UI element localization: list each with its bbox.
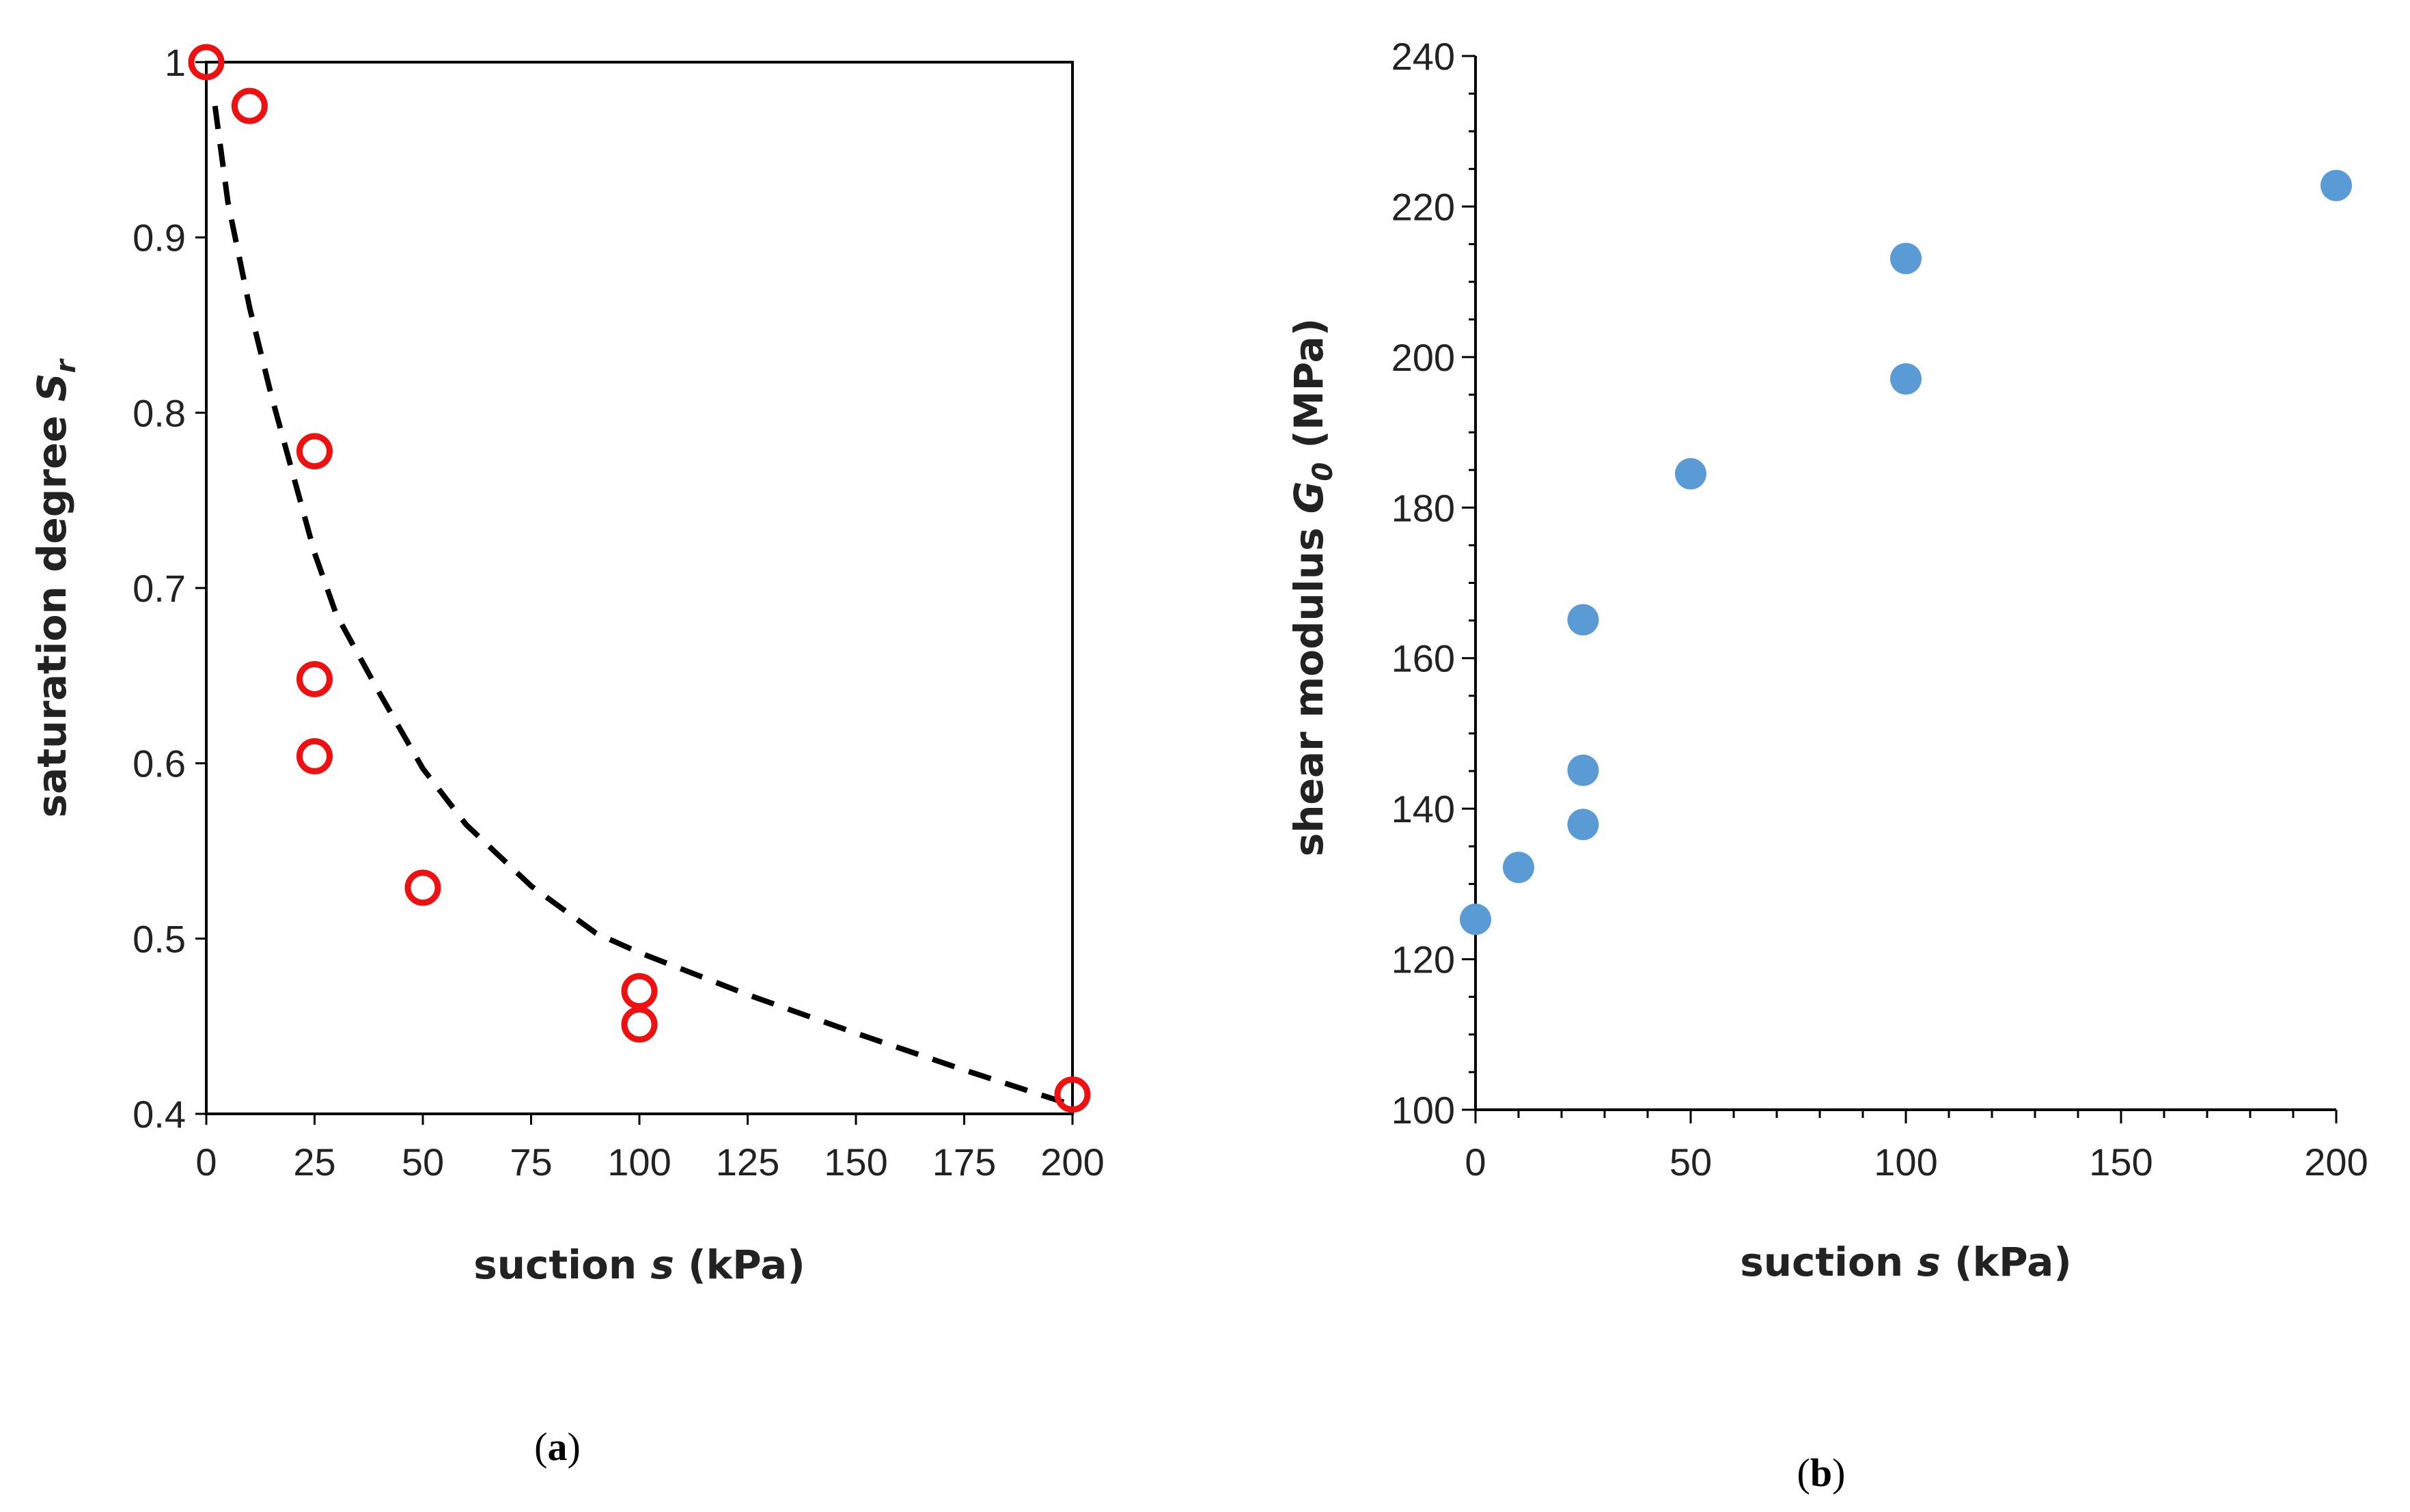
chart-a-data-point xyxy=(188,44,225,81)
chart-a-data-point xyxy=(296,738,333,774)
chart-b-data-point xyxy=(1567,809,1599,841)
chart-a: 0.4 0.5 0.6 0.7 0.8 0.9 1 0 25 50 75 100 125 150 175 2… xyxy=(29,41,1105,1469)
chart-a-y-axis-label: saturation degree Sr xyxy=(29,358,82,817)
chart-b-x-tick-label: 0 xyxy=(1465,1140,1486,1184)
chart-b-x-label-prefix: suction xyxy=(1740,1239,1917,1285)
chart-b-data-point xyxy=(1890,363,1922,395)
chart-b-y-tick-label: 200 xyxy=(1391,336,1455,379)
chart-b-y-tick-label: 180 xyxy=(1391,486,1455,529)
chart-b-points xyxy=(1460,169,2352,936)
chart-b-y-label-subscript: 0 xyxy=(1307,462,1339,481)
chart-a-y-tick-label: 0.4 xyxy=(133,1093,186,1136)
chart-b-data-point xyxy=(2321,169,2352,201)
chart-a-data-point xyxy=(296,433,333,470)
chart-a-ticks xyxy=(195,61,1074,1125)
chart-b-y-axis-label: shear modulus G0 (MPa) xyxy=(1286,318,1339,857)
chart-b-data-point xyxy=(1460,904,1491,936)
panel-a-letter: a xyxy=(548,1425,568,1469)
chart-b-ticks xyxy=(1462,55,2338,1123)
chart-b-x-tick-label: 150 xyxy=(2089,1140,2152,1184)
panel-b-letter: b xyxy=(1810,1451,1832,1495)
chart-a-y-tick-label: 1 xyxy=(165,41,186,84)
chart-b-data-point xyxy=(1890,242,1922,275)
chart-b-y-tick-label: 140 xyxy=(1391,787,1455,830)
chart-a-y-tick-label: 0.9 xyxy=(133,216,186,260)
chart-b-y-tick-label: 120 xyxy=(1391,938,1455,981)
chart-a-x-tick-label: 150 xyxy=(824,1140,887,1184)
chart-b-y-label-symbol: G xyxy=(1286,481,1332,514)
chart-b-x-label-suffix: (kPa) xyxy=(1941,1239,2072,1285)
chart-b-y-tick-labels: 100 120 140 160 180 200 220 240 xyxy=(1391,35,1455,1132)
chart-a-x-tick-label: 100 xyxy=(607,1140,671,1184)
chart-b: 100 120 140 160 180 200 220 240 0 50 100 150 200 su… xyxy=(1286,35,2368,1495)
chart-a-x-tick-label: 175 xyxy=(932,1140,996,1184)
chart-a-data-point xyxy=(404,869,441,906)
chart-a-data-point xyxy=(621,1006,658,1043)
chart-b-x-label-symbol: s xyxy=(1917,1239,1941,1285)
chart-a-data-point xyxy=(231,87,268,124)
chart-a-x-tick-labels: 0 25 50 75 100 125 150 175 200 xyxy=(195,1140,1104,1184)
chart-b-x-tick-label: 50 xyxy=(1670,1140,1712,1184)
chart-b-x-tick-label: 200 xyxy=(2304,1140,2368,1184)
chart-b-data-point xyxy=(1675,458,1706,490)
chart-a-x-label-symbol: s xyxy=(650,1242,674,1288)
chart-a-x-tick-label: 75 xyxy=(510,1140,552,1184)
chart-a-y-tick-label: 0.6 xyxy=(133,742,186,785)
chart-a-y-tick-label: 0.8 xyxy=(133,391,186,434)
chart-a-x-tick-label: 0 xyxy=(195,1140,217,1184)
chart-b-y-tick-label: 240 xyxy=(1391,35,1455,78)
chart-a-y-tick-label: 0.7 xyxy=(133,567,186,610)
panel-a-caption: (a) xyxy=(534,1425,581,1469)
chart-b-y-label-suffix: (MPa) xyxy=(1286,318,1332,462)
chart-b-data-point xyxy=(1567,754,1599,786)
chart-a-fit-curve xyxy=(212,105,1074,1108)
chart-a-data-point xyxy=(621,972,658,1009)
chart-a-points xyxy=(188,44,1091,1113)
chart-a-data-point xyxy=(296,660,333,697)
chart-a-x-tick-label: 200 xyxy=(1040,1140,1104,1184)
chart-a-y-tick-label: 0.5 xyxy=(133,917,186,960)
chart-a-x-label-prefix: suction xyxy=(473,1242,650,1288)
chart-a-y-label-prefix: saturation degree xyxy=(29,402,75,817)
chart-b-y-tick-label: 100 xyxy=(1391,1089,1455,1132)
chart-a-y-tick-labels: 0.4 0.5 0.6 0.7 0.8 0.9 1 xyxy=(133,41,186,1136)
chart-a-x-tick-label: 125 xyxy=(716,1140,779,1184)
chart-b-x-axis-label: suction s (kPa) xyxy=(1740,1239,2072,1285)
chart-a-x-tick-label: 25 xyxy=(293,1140,335,1184)
chart-b-y-tick-label: 220 xyxy=(1391,185,1455,228)
chart-a-y-label-symbol: S xyxy=(29,373,75,402)
chart-a-y-label-subscript: r xyxy=(51,358,82,373)
chart-b-y-tick-label: 160 xyxy=(1391,637,1455,680)
chart-a-plot-frame xyxy=(205,61,1074,1115)
chart-b-data-point xyxy=(1567,604,1599,636)
chart-b-data-point xyxy=(1503,852,1534,884)
chart-a-x-label-suffix: (kPa) xyxy=(674,1242,805,1288)
chart-b-y-label-prefix: shear modulus xyxy=(1286,514,1332,856)
panel-b-caption: (b) xyxy=(1797,1451,1846,1495)
chart-b-x-tick-labels: 0 50 100 150 200 xyxy=(1465,1140,2368,1184)
chart-a-x-tick-label: 50 xyxy=(402,1140,444,1184)
chart-a-x-axis-label: suction s (kPa) xyxy=(473,1242,805,1288)
chart-b-x-tick-label: 100 xyxy=(1874,1140,1937,1184)
chart-a-data-point xyxy=(1054,1076,1091,1113)
